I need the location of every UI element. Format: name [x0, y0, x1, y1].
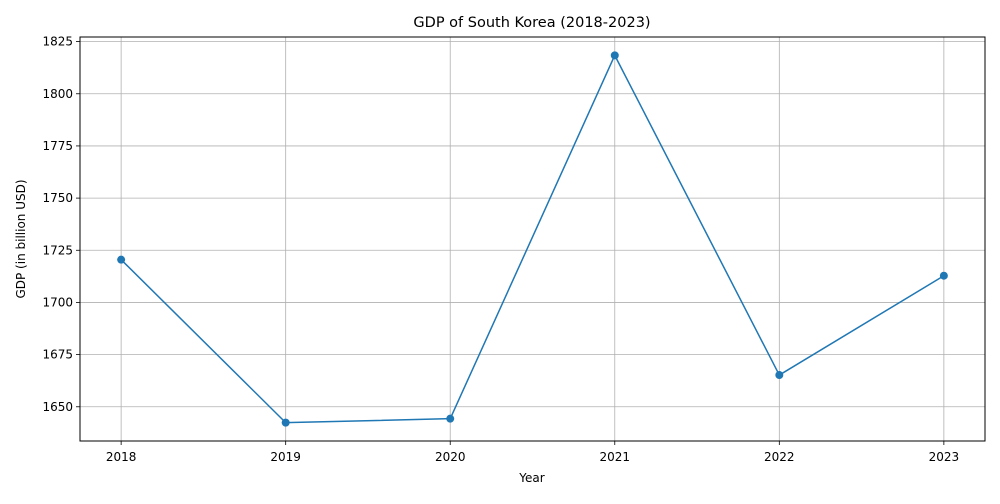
chart-title: GDP of South Korea (2018-2023) [413, 15, 650, 31]
x-tick-label: 2021 [599, 450, 630, 464]
x-tick-label: 2023 [929, 450, 960, 464]
y-tick-label: 1675 [42, 348, 73, 362]
x-tick-label: 2018 [106, 450, 137, 464]
series-layer [117, 51, 948, 427]
x-axis-label: Year [518, 471, 544, 485]
data-point [117, 255, 126, 264]
y-tick-label: 1800 [42, 87, 73, 101]
y-tick-label: 1775 [42, 139, 73, 153]
y-tick-label: 1725 [42, 243, 73, 257]
y-tick-label: 1650 [42, 400, 73, 414]
y-axis-label: GDP (in billion USD) [14, 179, 28, 298]
x-tick-label: 2020 [435, 450, 466, 464]
y-tick-label: 1700 [42, 295, 73, 309]
y-tick-label: 1750 [42, 191, 73, 205]
data-point [281, 418, 290, 427]
grid-lines [80, 37, 985, 441]
data-point [610, 51, 619, 60]
x-tick-label: 2019 [270, 450, 301, 464]
plot-frame [79, 36, 986, 442]
y-tick-label: 1825 [42, 35, 73, 49]
tick-layer: 2018 2019 2020 2021 2022 2023 1650 1675 1700 1725… [42, 35, 959, 464]
series-line [120, 54, 945, 424]
x-tick-label: 2022 [764, 450, 795, 464]
data-point [446, 414, 455, 423]
data-point [775, 371, 784, 380]
data-point [939, 271, 948, 280]
